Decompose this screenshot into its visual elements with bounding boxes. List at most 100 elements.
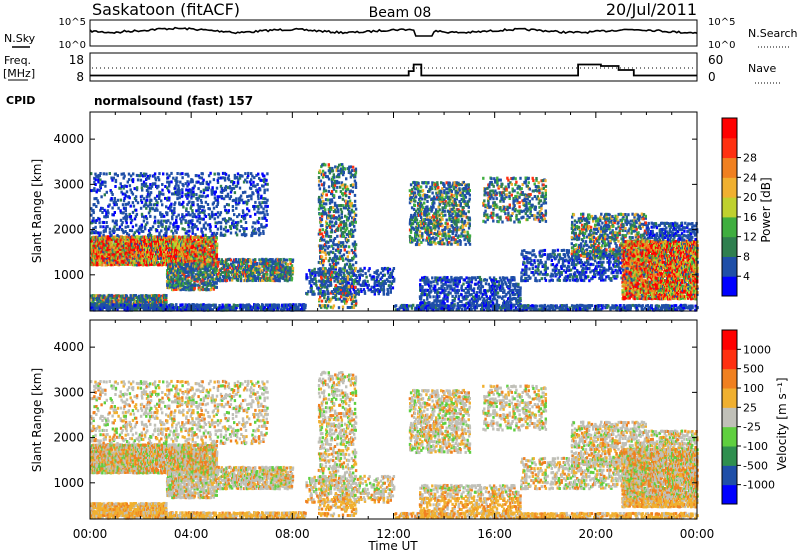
power-cell [198,221,202,225]
freq-line [90,63,697,77]
freq-left-label-1: Freq. [4,54,31,67]
power-cell [156,248,160,252]
power-cell [236,223,239,227]
power-cell [202,205,205,209]
power-cell [379,271,383,275]
power-cell [223,233,227,237]
power-cell [159,246,162,250]
power-cell [134,235,137,239]
power-cell [130,229,134,233]
power-cell [314,273,317,277]
power-cell [181,176,184,180]
power-cell [187,174,190,178]
power-cell [148,238,152,241]
power-cell [227,219,230,223]
power-cell [172,250,175,254]
power-cell [102,258,105,262]
power-cell [306,276,309,280]
power-cell [224,219,228,223]
power-cell [290,264,294,268]
power-cell [204,221,207,225]
power-cell [209,225,212,229]
power-cell [332,243,336,247]
power-cell [317,176,321,179]
power-cell [325,226,329,230]
power-cell [102,250,105,254]
power-cell [136,201,140,205]
power-cell [119,182,122,186]
power-cell [139,206,143,210]
power-cell [150,237,154,241]
power-cell [101,180,104,184]
power-cell [212,178,216,182]
power-cell [107,211,110,215]
power-cell [118,235,121,239]
power-cell [159,250,163,254]
power-cell [255,231,258,235]
power-cell [194,233,197,237]
power-cell [124,256,127,260]
power-cell [101,211,104,214]
power-cell [355,276,358,279]
power-cell [245,233,248,237]
power-cell [95,244,98,248]
power-cell [335,204,339,208]
power-cell [229,227,233,231]
power-cell [384,282,387,285]
power-cell [140,223,143,227]
power-cell [111,235,114,239]
power-cell [95,239,98,243]
power-cell [192,190,195,194]
power-cell [201,172,204,176]
power-cell [181,191,184,195]
power-cell [279,258,282,262]
power-cell [195,215,198,219]
power-cell [98,221,101,225]
power-cell [328,245,331,249]
power-cell [121,220,124,224]
power-cell [321,283,324,287]
power-cell [386,287,389,291]
power-cell [191,178,194,182]
power-cell [116,256,120,260]
power-cell [318,198,322,202]
power-cell [229,217,232,221]
power-cell [254,184,257,188]
power-cell [325,285,329,289]
power-cell [142,252,146,256]
power-cell [337,306,341,310]
power-cell [319,179,323,183]
power-cell [172,231,175,235]
power-cell [241,174,244,178]
power-cell [149,191,153,195]
power-cell [214,190,217,194]
power-cell [147,258,151,262]
power-cell [216,201,220,205]
power-cell [219,221,223,225]
power-cell [104,184,107,188]
power-cell [156,201,159,205]
power-cell [212,213,216,217]
power-cell [310,284,313,288]
power-cell [167,219,170,223]
power-cell [154,246,158,250]
power-cell [290,276,294,280]
power-cell [262,207,265,211]
power-cell [266,198,269,202]
power-cell [149,174,152,178]
power-cell [363,290,366,294]
power-cell [110,197,113,200]
power-cell [168,248,171,252]
power-cell [123,196,126,200]
power-cell [161,188,164,192]
power-cell [241,209,245,213]
power-cell [330,270,334,274]
power-cell [201,233,205,237]
power-cell [173,221,176,225]
power-cell [227,178,231,182]
power-cell [135,223,138,227]
power-cell [199,190,203,194]
power-cell [159,248,162,252]
power-cell [235,184,239,188]
power-cell [140,186,144,190]
